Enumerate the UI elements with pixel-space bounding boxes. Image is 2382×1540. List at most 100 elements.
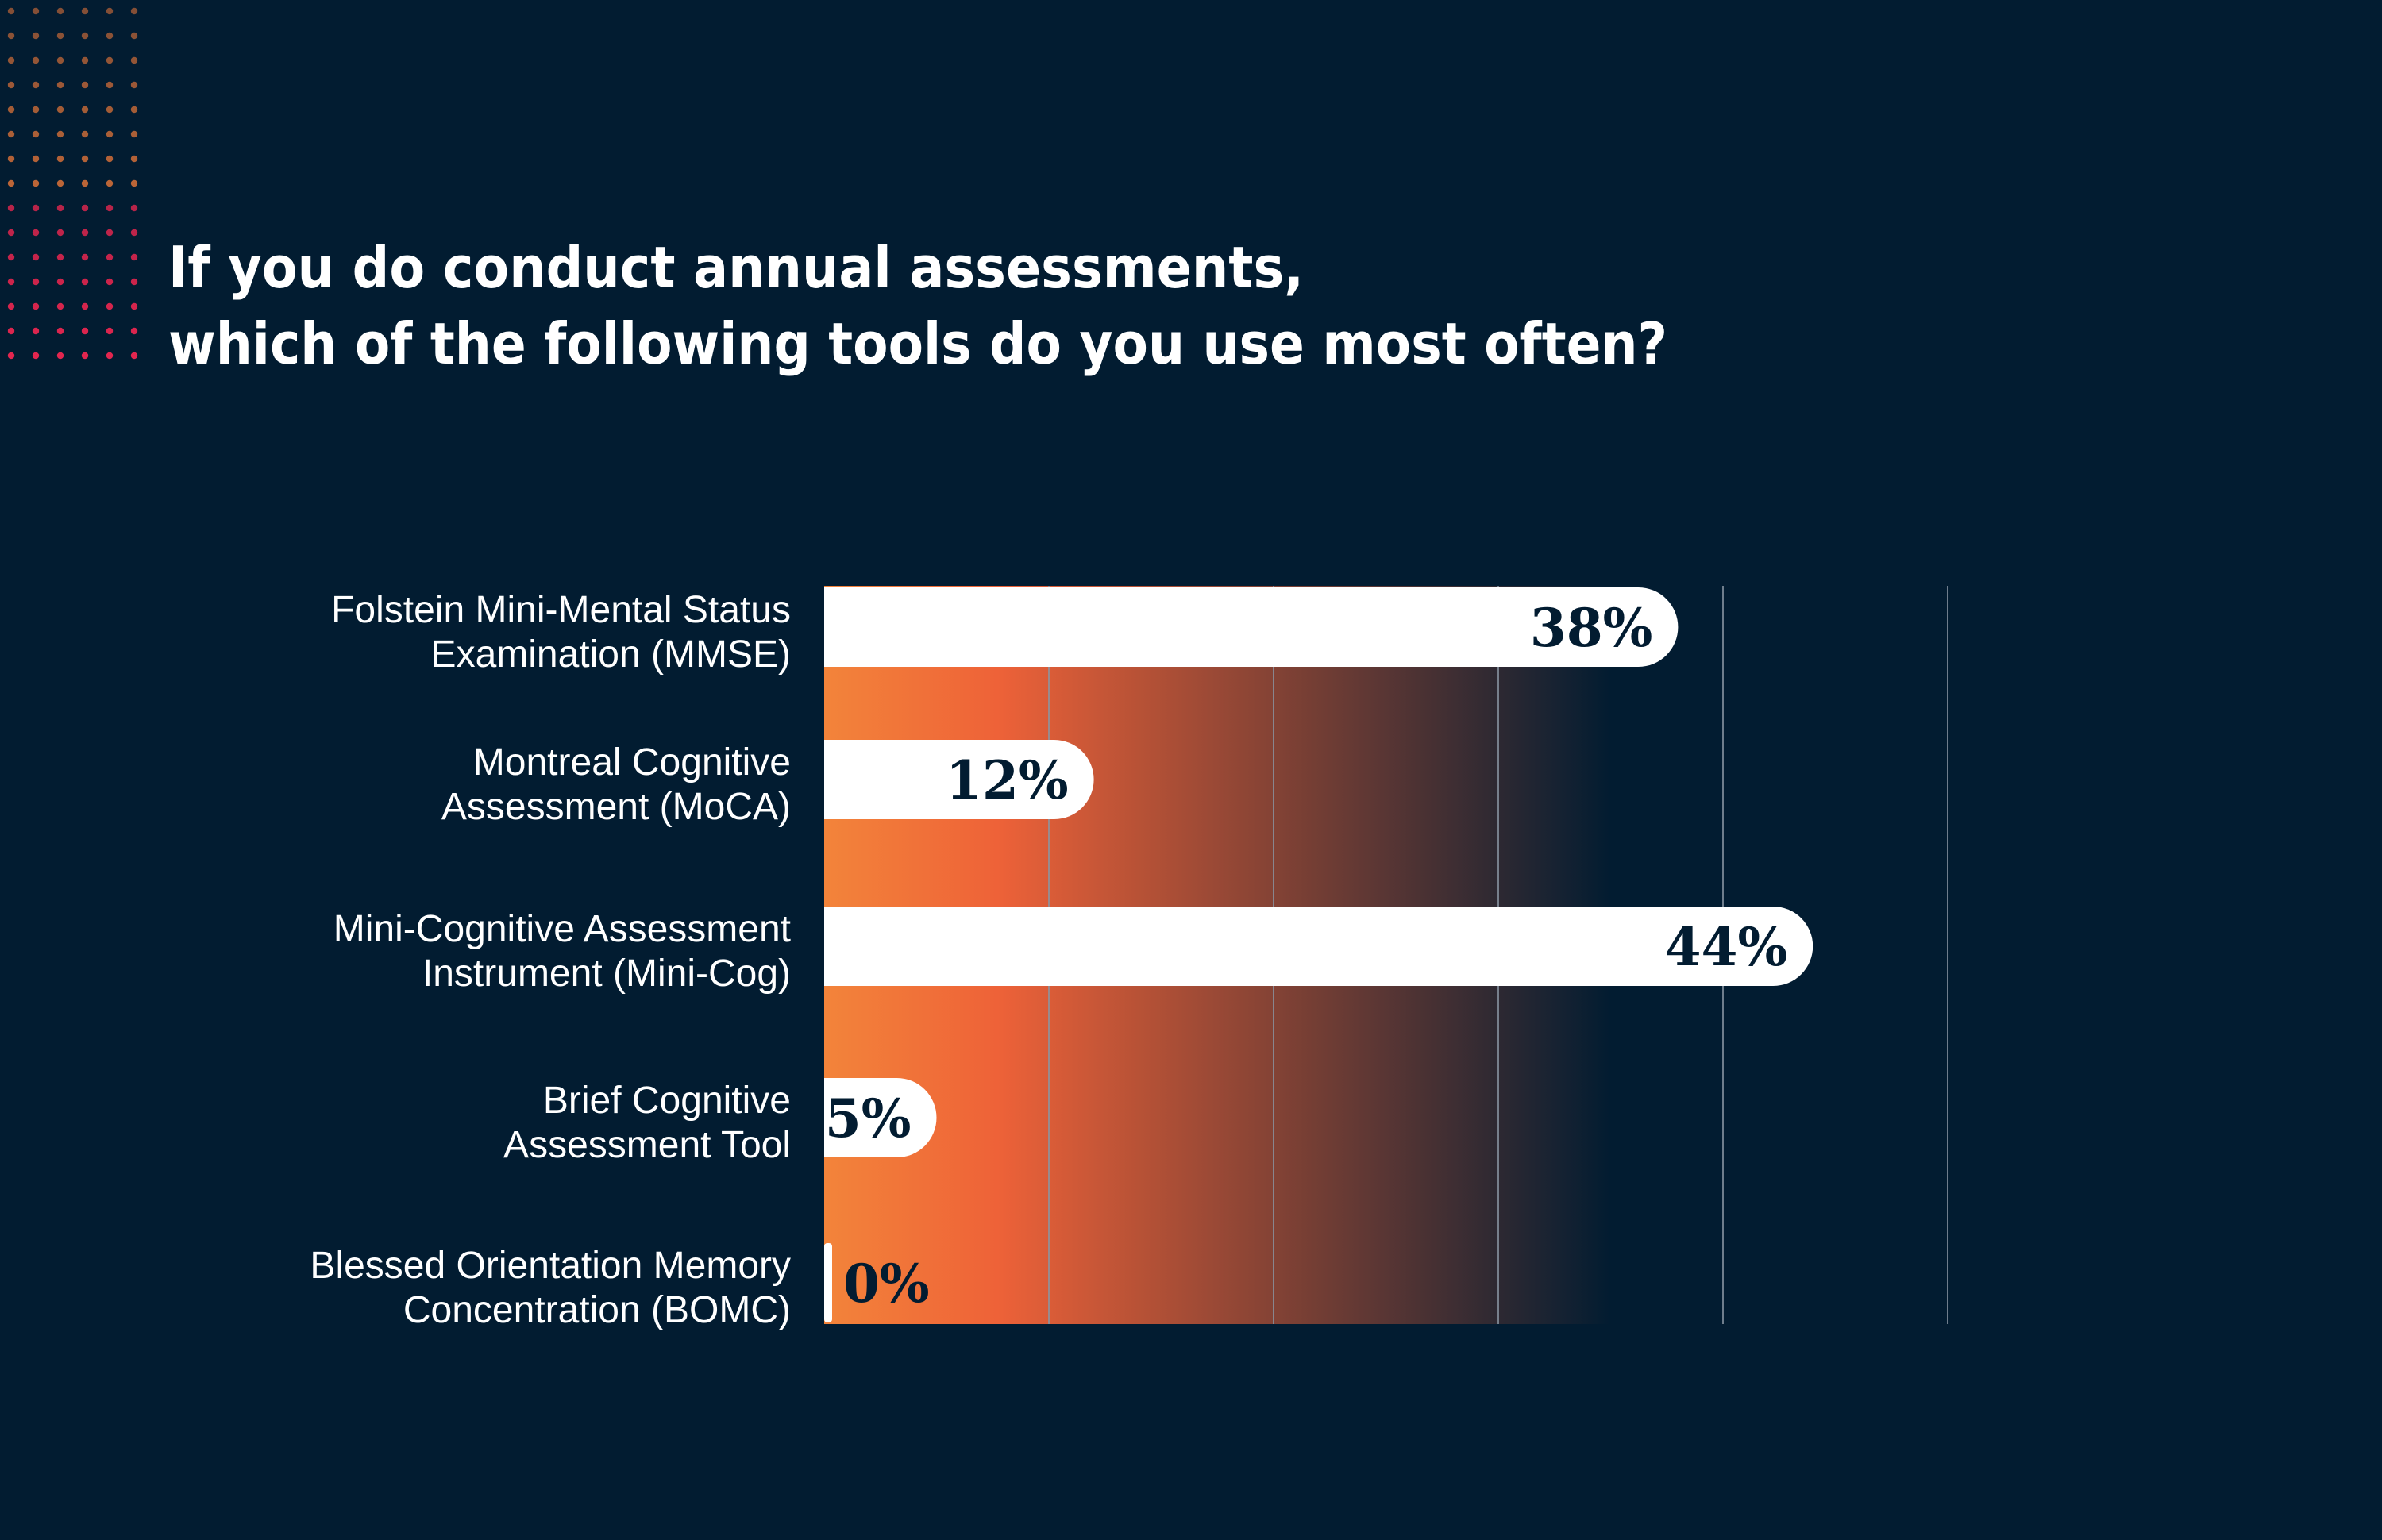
decorative-dot [56,155,64,163]
decorative-dot [81,7,89,15]
decorative-dot [81,253,89,261]
decorative-dot [81,130,89,138]
decorative-dot [130,302,138,310]
decorative-dot [32,155,40,163]
decorative-dot [7,204,15,212]
decorative-dot [81,179,89,187]
decorative-dot [32,179,40,187]
value-label: 44% [1665,916,1788,978]
decorative-dot [81,229,89,237]
decorative-dot [81,106,89,114]
decorative-dot [56,56,64,64]
decorative-dot [32,130,40,138]
decorative-dot [7,278,15,286]
decorative-dot [7,253,15,261]
decorative-dot [32,81,40,89]
decorative-dot [106,204,114,212]
decorative-dot [56,327,64,335]
chart-title: If you do conduct annual assessments, whi… [168,234,1667,377]
bar [824,740,1094,819]
decorative-dot [130,179,138,187]
decorative-dot [130,327,138,335]
decorative-dot [106,229,114,237]
decorative-dot [106,179,114,187]
decorative-dot [56,32,64,40]
decorative-dot [32,352,40,360]
decorative-dot [32,32,40,40]
decorative-dot [106,155,114,163]
decorative-dot [56,302,64,310]
value-label: 38% [1530,597,1653,659]
decorative-dot [7,106,15,114]
value-label: 0% [843,1253,930,1315]
decorative-dot [7,179,15,187]
category-label: Instrument (Mini-Cog) [422,953,791,995]
decorative-dot [81,204,89,212]
decorative-dot [106,278,114,286]
decorative-dot [32,56,40,64]
decorative-dot [106,56,114,64]
decorative-dot [130,32,138,40]
decorative-dot [7,32,15,40]
value-label: 5% [825,1088,912,1149]
category-label: Assessment (MoCA) [441,786,791,828]
decorative-dot [81,81,89,89]
decorative-dot [56,81,64,89]
decorative-dot [81,327,89,335]
bar [824,1078,937,1157]
decorative-dot [32,204,40,212]
decorative-dot [106,32,114,40]
value-label: 12% [946,749,1069,811]
decorative-dot [81,32,89,40]
decorative-dot [32,106,40,114]
decorative-dot [56,106,64,114]
decorative-dot [106,352,114,360]
category-label: Montreal Cognitive [473,741,791,783]
decorative-dot [7,327,15,335]
decorative-dot [81,56,89,64]
decorative-dot [81,278,89,286]
decorative-dot [130,155,138,163]
decorative-dot [32,229,40,237]
bar [824,587,1679,667]
category-label: Examination (MMSE) [431,633,791,676]
decorative-dot [81,352,89,360]
decorative-dot [106,81,114,89]
decorative-dot [130,56,138,64]
decorative-dot [32,7,40,15]
decorative-dot [56,352,64,360]
decorative-dot [130,106,138,114]
decorative-dot [106,106,114,114]
category-label: Blessed Orientation Memory [310,1245,791,1287]
chart-title-line: which of the following tools do you use … [168,310,1667,377]
decorative-dot [106,130,114,138]
decorative-dot [106,7,114,15]
decorative-dot [130,81,138,89]
decorative-dot [7,7,15,15]
decorative-dot [32,253,40,261]
decorative-dot [7,352,15,360]
decorative-dot [130,204,138,212]
decorative-dot [7,229,15,237]
decorative-dot [7,130,15,138]
bar [824,907,1813,986]
decorative-dot [56,204,64,212]
decorative-dot [130,253,138,261]
decorative-dot [106,302,114,310]
decorative-dot [56,229,64,237]
decorative-dot [7,56,15,64]
decorative-dot [32,278,40,286]
decorative-dot [106,253,114,261]
category-label: Assessment Tool [503,1124,791,1166]
decorative-dot [130,130,138,138]
decorative-dot [130,7,138,15]
decorative-dot [7,81,15,89]
category-label: Brief Cognitive [543,1080,791,1122]
decorative-dot [106,327,114,335]
category-label: Mini-Cognitive Assessment [333,908,791,950]
decorative-dot [130,278,138,286]
decorative-dot [56,7,64,15]
decorative-dot [130,352,138,360]
